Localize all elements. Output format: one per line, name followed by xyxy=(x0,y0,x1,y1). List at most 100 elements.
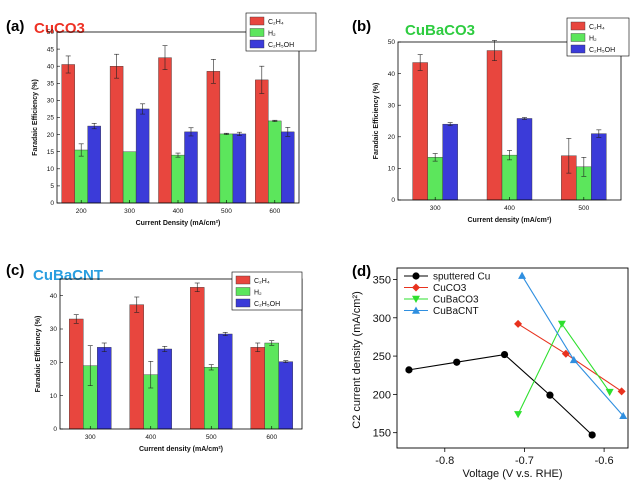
series-line xyxy=(408,353,593,436)
legend-label: CuBaCO3 xyxy=(433,295,479,306)
y-tick-label: 40 xyxy=(47,63,55,70)
y-tick-label: 0 xyxy=(53,426,57,433)
data-point xyxy=(546,391,554,399)
x-tick-label: -0.6 xyxy=(595,455,614,467)
plot-frame xyxy=(396,267,629,449)
x-axis-label: Voltage (V v.s. RHE) xyxy=(462,468,562,480)
y-tick-label: 10 xyxy=(50,393,58,400)
data-point xyxy=(412,283,420,292)
data-point xyxy=(617,387,626,396)
x-tick-label: 200 xyxy=(76,208,87,215)
legend: C₂H₄ H₂ C₂H₅OH xyxy=(566,17,630,57)
y-tick-label: 40 xyxy=(50,293,58,300)
y-axis-label: Faradaic Efficiency (%) xyxy=(32,79,39,156)
series-line xyxy=(521,275,624,417)
legend-label: CuCO3 xyxy=(433,283,467,294)
x-tick-label: 400 xyxy=(145,434,156,441)
y-tick-label: 35 xyxy=(47,81,55,88)
series-1 xyxy=(514,319,626,396)
bar-H2-400 xyxy=(501,154,518,201)
panel-b: (b) CuBaCO3 0 10 20 30 40 50 300 400 500 Current de… xyxy=(352,17,630,224)
y-tick-label: 250 xyxy=(373,351,391,363)
y-axis-label: C2 current density (mA/cm²) xyxy=(351,291,363,429)
data-point xyxy=(412,272,420,280)
data-point xyxy=(412,295,420,303)
legend-label-C2H4: C₂H₄ xyxy=(268,19,284,26)
y-tick-label: 200 xyxy=(373,389,391,401)
y-tick-label: 350 xyxy=(373,274,391,286)
bar-C2H4-400 xyxy=(158,57,172,204)
bar-C2H5OH-400 xyxy=(157,348,172,430)
legend-swatch-C2H5OH xyxy=(235,298,251,308)
bar-C2H4-300 xyxy=(69,318,84,430)
x-tick-label: 600 xyxy=(269,208,280,215)
legend-label-C2H5OH: C₂H₅OH xyxy=(589,47,615,54)
bar-C2H5OH-300 xyxy=(442,123,458,201)
data-point xyxy=(569,355,578,364)
data-point xyxy=(518,271,527,279)
x-tick-label: 500 xyxy=(221,208,232,215)
bar-C2H4-500 xyxy=(206,71,221,204)
y-tick-label: 40 xyxy=(388,71,396,78)
legend-swatch-H2 xyxy=(235,287,251,296)
bar-C2H5OH-600 xyxy=(281,131,295,204)
y-tick-label: 20 xyxy=(47,132,55,139)
x-axis-label: Current Density (mA/cm²) xyxy=(136,220,221,227)
plot-frame xyxy=(59,278,303,430)
data-point xyxy=(588,431,596,439)
legend-label-H2: H₂ xyxy=(254,290,262,297)
x-tick-label: 300 xyxy=(124,208,135,215)
bar-C2H4-300 xyxy=(412,62,428,201)
bar-C2H4-300 xyxy=(109,65,124,204)
bar-C2H4-400 xyxy=(486,50,503,201)
legend-swatch-C2H4 xyxy=(235,275,251,285)
y-tick-label: 5 xyxy=(50,183,54,190)
y-tick-label: 150 xyxy=(373,428,391,440)
y-tick-label: 15 xyxy=(47,149,55,156)
y-tick-label: 10 xyxy=(47,166,55,173)
legend-swatch-C2H4 xyxy=(249,16,265,26)
y-axis-label: Faradaic Efficiency (%) xyxy=(35,316,42,393)
bar-C2H4-500 xyxy=(190,287,205,430)
data-point xyxy=(453,358,461,366)
y-tick-label: 30 xyxy=(388,102,396,109)
data-point xyxy=(514,411,523,419)
series-0 xyxy=(405,350,596,439)
bar-H2-500 xyxy=(219,133,234,204)
legend: C₂H₄ H₂ C₂H₅OH xyxy=(231,271,303,311)
data-point xyxy=(412,306,420,314)
bar-H2-200 xyxy=(74,149,88,204)
x-tick-label: 300 xyxy=(85,434,96,441)
legend-swatch-H2 xyxy=(249,28,265,37)
panel-title: CuCO3 xyxy=(34,20,85,37)
x-tick-label: 500 xyxy=(578,205,589,212)
panel-a: (a) CuCO3 0 5 10 15 20 25 30 35 40 45 50 200 300 400 500… xyxy=(6,12,317,227)
panel-title: CuBaCNT xyxy=(33,267,103,284)
y-tick-label: 300 xyxy=(373,313,391,325)
data-point xyxy=(514,319,523,328)
y-tick-label: 0 xyxy=(391,197,395,204)
bar-C2H5OH-500 xyxy=(232,133,247,204)
panel-title: CuBaCO3 xyxy=(405,22,475,39)
legend-swatch-C2H4 xyxy=(570,21,586,31)
data-point xyxy=(619,411,628,420)
legend-label: CuBaCNT xyxy=(433,306,479,317)
bar-C2H5OH-400 xyxy=(184,131,198,204)
data-point xyxy=(500,350,509,359)
legend-label-C2H5OH: C₂H₅OH xyxy=(268,42,294,49)
y-tick-label: 30 xyxy=(47,98,55,105)
x-tick-label: 300 xyxy=(430,205,441,212)
bar-H2-300 xyxy=(427,157,443,201)
bar-H2-600 xyxy=(268,120,282,204)
x-tick-label: 500 xyxy=(206,434,217,441)
x-tick-label: 400 xyxy=(504,205,515,212)
bar-H2-600 xyxy=(264,342,279,430)
bar-H2-400 xyxy=(171,154,185,204)
panel-letter: (b) xyxy=(352,18,371,35)
x-axis-label: Current density (mA/cm²) xyxy=(467,217,551,224)
y-tick-label: 20 xyxy=(50,360,58,367)
y-tick-label: 50 xyxy=(47,29,55,36)
bar-C2H5OH-500 xyxy=(218,333,233,430)
